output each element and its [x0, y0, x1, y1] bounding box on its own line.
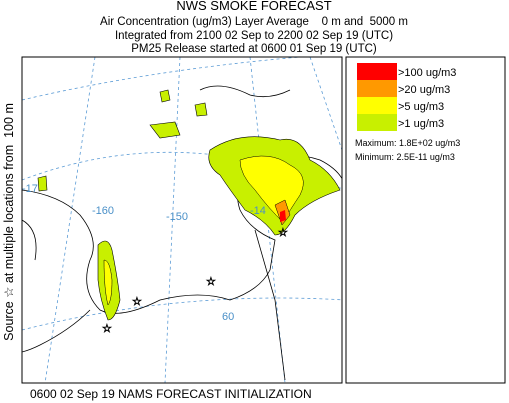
source-star: ☆	[278, 227, 288, 239]
coastline	[22, 219, 37, 261]
grid-line	[22, 297, 342, 331]
footer: 0600 02 Sep 19 NAMS FORECAST INITIALIZAT…	[30, 387, 312, 401]
source-label: Source ☆ at multiple locations from 100 …	[2, 103, 16, 341]
maximum: Maximum: 1.8E+02 ug/m3	[355, 138, 460, 148]
grid-label: -160	[92, 205, 114, 217]
legend-swatch	[357, 97, 397, 114]
map: ☆ ☆ ☆ ☆ -17 -160 -150 -14 60	[22, 57, 342, 383]
subtitle: Integrated from 2100 02 Sep to 2200 02 S…	[115, 30, 393, 42]
legend-swatch	[357, 63, 397, 80]
legend-label: >1 ug/m3	[398, 118, 444, 130]
grid-label: -14	[250, 205, 266, 217]
grid-label: 60	[222, 311, 234, 323]
grid-line	[22, 151, 342, 190]
coastline	[254, 229, 286, 381]
map-frame	[21, 56, 343, 384]
smoke-area	[194, 102, 208, 117]
source-star: ☆	[206, 276, 216, 288]
legend-swatch	[357, 80, 397, 97]
smoke-area	[239, 155, 304, 223]
minimum: Minimum: 2.5E-11 ug/m3	[355, 152, 455, 162]
subtitle: Air Concentration (ug/m3) Layer Average …	[100, 16, 408, 28]
legend-frame	[345, 56, 506, 384]
legend: >100 ug/m3 >20 ug/m3 >5 ug/m3 >1 ug/m3	[357, 63, 456, 131]
title: NWS SMOKE FORECAST	[176, 0, 331, 13]
grid-label: -150	[166, 211, 188, 223]
coastline	[199, 85, 291, 98]
smoke-area	[103, 259, 113, 306]
legend-label: >100 ug/m3	[398, 67, 456, 79]
legend-label: >5 ug/m3	[398, 101, 444, 113]
smoke-area	[149, 121, 181, 139]
grid-line	[164, 57, 181, 383]
smoke-area	[37, 175, 48, 192]
coastline	[22, 309, 91, 353]
grid-line	[44, 57, 96, 383]
source-star: ☆	[132, 296, 142, 308]
legend-label: >20 ug/m3	[398, 84, 450, 96]
smoke-area	[280, 210, 286, 222]
subtitle: PM25 Release started at 0600 01 Sep 19 (…	[131, 43, 377, 55]
grid-label: -17	[22, 183, 38, 195]
grid-line	[309, 57, 342, 151]
legend-swatch	[357, 114, 397, 131]
source-star: ☆	[102, 323, 112, 335]
smoke-area	[159, 89, 171, 103]
